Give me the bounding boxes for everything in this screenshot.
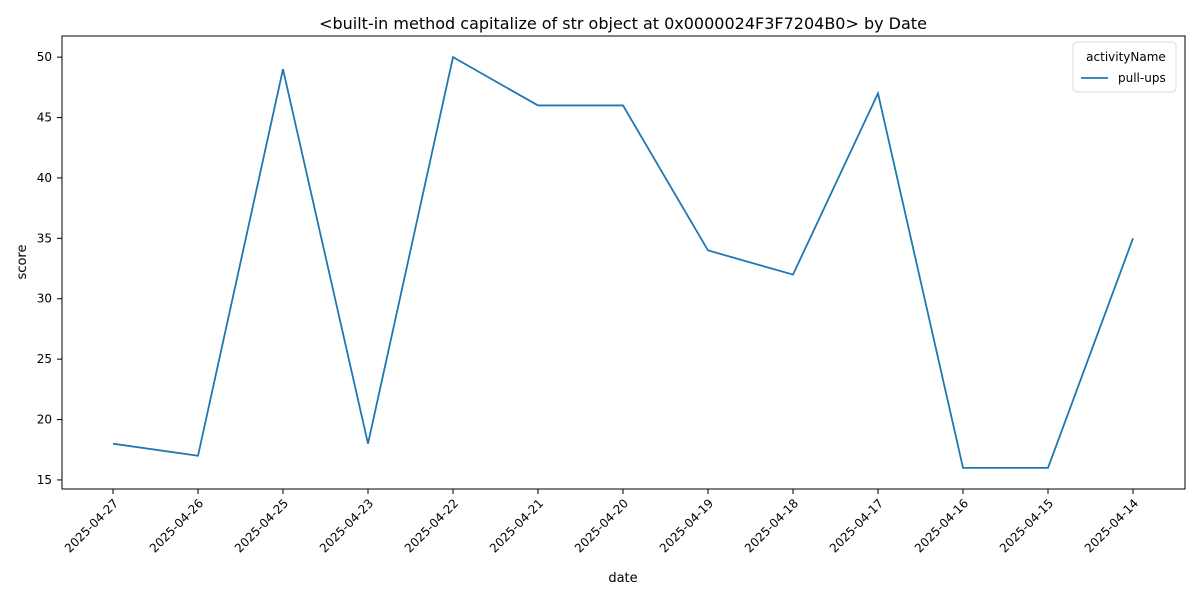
legend-series-label: pull-ups	[1118, 71, 1166, 85]
y-tick-label-3: 30	[37, 292, 52, 306]
x-tick-label-3: 2025-04-23	[317, 496, 376, 555]
x-tick-label-10: 2025-04-16	[912, 496, 971, 555]
x-tick-label-9: 2025-04-17	[827, 496, 886, 555]
legend-title: activityName	[1086, 50, 1166, 64]
x-axis: 2025-04-27 2025-04-26 2025-04-25 2025-04-23…	[62, 489, 1141, 555]
series-line-pull-ups	[112, 55, 1134, 469]
x-tick-label-4: 2025-04-22	[402, 496, 461, 555]
x-tick-label-1: 2025-04-26	[147, 496, 206, 555]
y-tick-label-1: 20	[37, 413, 52, 427]
y-tick-label-7: 50	[37, 50, 52, 64]
y-tick-label-2: 25	[37, 352, 52, 366]
y-axis: 15 20 25 30 35 40 45 50	[37, 50, 62, 487]
x-tick-label-11: 2025-04-15	[997, 496, 1056, 555]
legend-box	[1072, 41, 1177, 93]
x-tick-label-8: 2025-04-18	[742, 496, 801, 555]
x-tick-label-7: 2025-04-19	[657, 496, 716, 555]
x-tick-label-0: 2025-04-27	[62, 496, 121, 555]
y-axis-label: score	[15, 245, 30, 280]
x-axis-label: date	[608, 571, 637, 586]
x-tick-label-2: 2025-04-25	[232, 496, 291, 555]
x-tick-label-6: 2025-04-20	[572, 496, 631, 555]
plot-area-frame	[61, 35, 1186, 490]
plot-lines	[112, 55, 1134, 469]
y-tick-label-0: 15	[37, 473, 52, 487]
x-tick-label-5: 2025-04-21	[487, 496, 546, 555]
x-tick-label-12: 2025-04-14	[1082, 496, 1141, 555]
legend: activityName pull-ups	[1072, 41, 1177, 93]
y-tick-label-4: 35	[37, 231, 52, 245]
chart-title: <built-in method capitalize of str objec…	[319, 14, 927, 33]
y-tick-label-6: 45	[37, 111, 52, 125]
y-tick-label-5: 40	[37, 171, 52, 185]
